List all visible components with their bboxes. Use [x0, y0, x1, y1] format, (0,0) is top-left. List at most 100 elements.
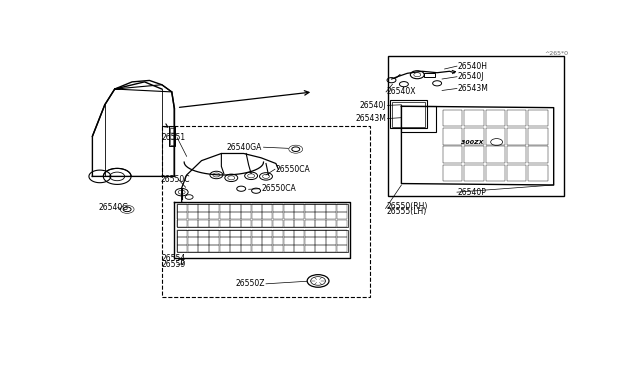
Bar — [273, 212, 283, 219]
Bar — [220, 212, 230, 219]
Text: 26550(RH): 26550(RH) — [387, 202, 428, 211]
Text: 26540GA: 26540GA — [227, 143, 262, 152]
Bar — [230, 237, 241, 245]
Bar — [284, 245, 294, 252]
Bar — [241, 212, 251, 219]
Bar — [443, 147, 463, 163]
Bar — [220, 230, 230, 237]
Bar — [507, 110, 526, 126]
Bar — [177, 245, 188, 252]
Bar — [465, 147, 484, 163]
Bar — [486, 110, 505, 126]
Bar — [170, 128, 174, 145]
Bar — [388, 56, 564, 196]
Text: 26543M: 26543M — [458, 84, 489, 93]
Bar — [305, 219, 315, 227]
Bar — [443, 165, 463, 181]
Bar — [169, 126, 175, 146]
Bar — [262, 245, 273, 252]
Bar — [241, 237, 251, 245]
Bar — [316, 245, 326, 252]
Bar — [337, 212, 347, 219]
Bar — [209, 219, 220, 227]
Bar — [230, 245, 241, 252]
Bar — [507, 147, 526, 163]
Bar — [198, 219, 209, 227]
Bar — [529, 110, 548, 126]
Bar — [230, 230, 241, 237]
Bar — [188, 205, 198, 212]
Bar — [230, 212, 241, 219]
Bar — [316, 237, 326, 245]
Bar — [177, 205, 348, 227]
Bar — [465, 165, 484, 181]
Bar — [392, 102, 425, 126]
Bar — [188, 219, 198, 227]
Bar — [294, 219, 304, 227]
Text: 26540J: 26540J — [458, 72, 484, 81]
Bar — [177, 230, 348, 253]
Bar — [273, 205, 283, 212]
Bar — [326, 205, 336, 212]
Text: 26559: 26559 — [162, 260, 186, 269]
Bar — [507, 128, 526, 145]
Bar — [252, 219, 262, 227]
Bar — [209, 205, 220, 212]
Bar — [507, 165, 526, 181]
Bar — [390, 100, 428, 128]
Bar — [220, 237, 230, 245]
Bar — [294, 245, 304, 252]
Bar — [294, 230, 304, 237]
Bar — [209, 237, 220, 245]
Bar — [326, 237, 336, 245]
Bar — [529, 165, 548, 181]
Bar — [284, 219, 294, 227]
Bar — [230, 219, 241, 227]
Bar — [465, 128, 484, 145]
Bar — [177, 205, 188, 212]
Bar — [162, 126, 370, 297]
Bar — [337, 245, 347, 252]
Bar — [252, 237, 262, 245]
Bar — [316, 219, 326, 227]
Text: 26543M: 26543M — [355, 114, 386, 123]
Bar — [273, 230, 283, 237]
Bar — [284, 237, 294, 245]
Bar — [486, 147, 505, 163]
Bar — [220, 205, 230, 212]
Text: ^265*0: ^265*0 — [545, 51, 568, 56]
Bar — [209, 230, 220, 237]
Bar — [337, 237, 347, 245]
Bar — [188, 245, 198, 252]
Bar — [486, 165, 505, 181]
Bar — [241, 245, 251, 252]
Bar — [262, 237, 273, 245]
Bar — [284, 212, 294, 219]
Bar — [305, 230, 315, 237]
Bar — [252, 205, 262, 212]
Bar — [316, 230, 326, 237]
Bar — [198, 245, 209, 252]
Text: 300ZX: 300ZX — [461, 140, 483, 145]
Bar — [230, 205, 241, 212]
Bar — [262, 205, 273, 212]
Bar — [209, 212, 220, 219]
Bar — [294, 237, 304, 245]
Bar — [337, 205, 347, 212]
Bar — [273, 245, 283, 252]
Bar — [424, 73, 435, 77]
Text: 26554: 26554 — [162, 254, 186, 263]
Bar — [220, 245, 230, 252]
Bar — [262, 219, 273, 227]
Bar — [294, 212, 304, 219]
Bar — [188, 230, 198, 237]
Text: 26551: 26551 — [162, 133, 186, 142]
Bar — [198, 205, 209, 212]
Bar — [177, 212, 188, 219]
Text: 26550Z: 26550Z — [235, 279, 264, 288]
Bar — [273, 237, 283, 245]
Bar — [252, 230, 262, 237]
Bar — [209, 245, 220, 252]
Bar — [486, 128, 505, 145]
Bar — [337, 219, 347, 227]
